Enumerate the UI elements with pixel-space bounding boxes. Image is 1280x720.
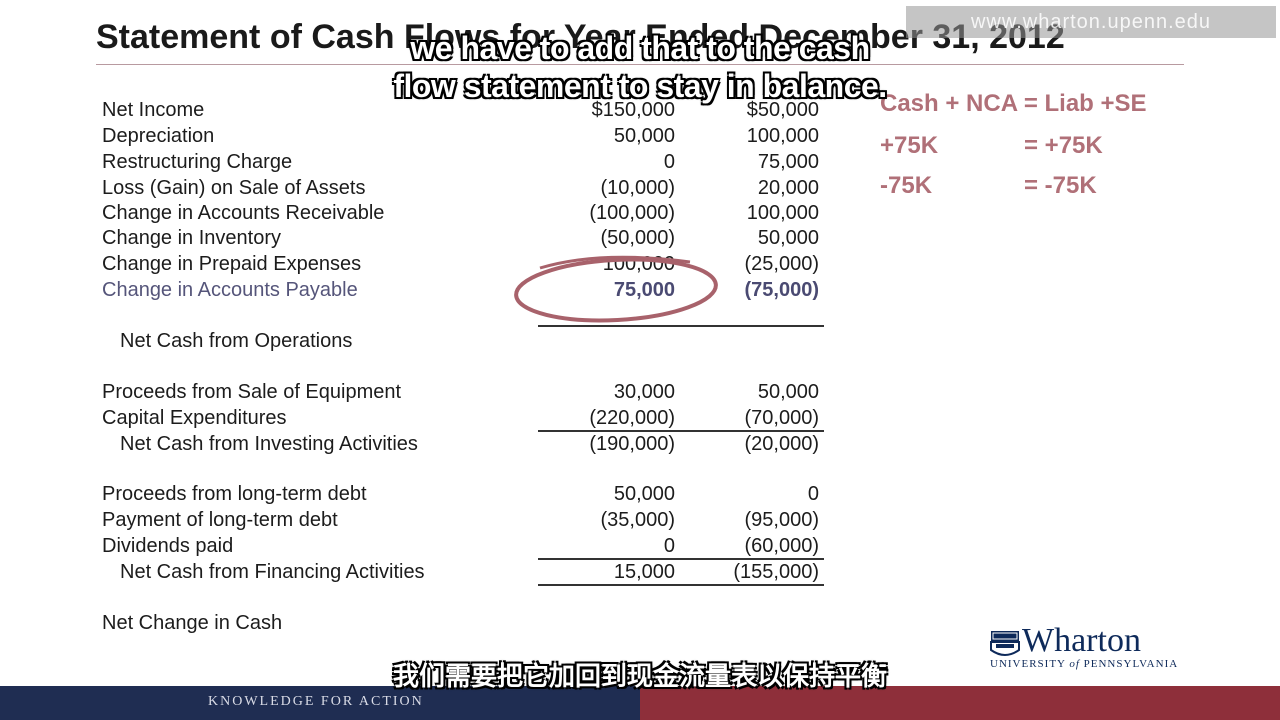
value-col1: 100,000 xyxy=(602,253,675,275)
value-col1: (50,000) xyxy=(600,227,676,249)
footer-bar: KNOWLEDGE FOR ACTION xyxy=(0,686,1280,720)
subtitle-english-line-2: flow statement to stay in balance. xyxy=(393,68,887,104)
row-label: Net Income xyxy=(102,99,205,121)
value-col2: (25,000) xyxy=(744,253,820,275)
value-col2: 0 xyxy=(807,483,819,505)
slide-title: Statement of Cash Flows for Year Ended D… xyxy=(96,18,1065,56)
row-label: Dividends paid xyxy=(102,535,234,557)
footer-navy-band xyxy=(0,686,640,720)
table-row: Net Change in Cash xyxy=(0,610,1280,636)
value-col2: (75,000) xyxy=(744,279,820,301)
equation-title: Cash + NCA = Liab +SE xyxy=(880,90,1147,117)
value-col2: 50,000 xyxy=(757,227,819,249)
row-label: Change in Inventory xyxy=(102,227,282,249)
row-label: Proceeds from long-term debt xyxy=(102,483,367,505)
subtitle-chinese: 我们需要把它加回到现金流量表以保持平衡 xyxy=(392,661,887,691)
equation-left-2: -75K xyxy=(880,172,933,199)
row-label: Payment of long-term debt xyxy=(102,509,338,531)
value-col2: (20,000) xyxy=(744,433,820,455)
table-row: Net Cash from Operations xyxy=(0,328,1280,354)
value-col1: 0 xyxy=(663,151,675,173)
value-col1: (10,000) xyxy=(600,177,676,199)
value-col1: (35,000) xyxy=(600,509,676,531)
table-row: Proceeds from long-term debt 50,000 0 xyxy=(0,481,1280,507)
row-label: Change in Accounts Receivable xyxy=(102,202,385,224)
value-col2: 100,000 xyxy=(746,202,819,224)
footer-tagline: KNOWLEDGE FOR ACTION xyxy=(208,694,424,709)
table-row: Change in Prepaid Expenses 100,000 (25,0… xyxy=(0,251,1280,277)
logo-wordmark: Wharton xyxy=(1022,622,1141,659)
value-col2: $50,000 xyxy=(746,99,819,121)
table-row: Net Cash from Financing Activities 15,00… xyxy=(0,559,1280,585)
value-col2: (95,000) xyxy=(744,509,820,531)
table-row: Payment of long-term debt (35,000) (95,0… xyxy=(0,507,1280,533)
value-col1: (220,000) xyxy=(589,407,675,429)
table-row: Depreciation 50,000 100,000 xyxy=(0,123,1280,149)
value-col2: (70,000) xyxy=(744,407,820,429)
wharton-logo: Wharton UNIVERSITY of PENNSYLVANIA xyxy=(986,622,1196,672)
value-col1: 15,000 xyxy=(613,561,675,583)
row-label: Net Change in Cash xyxy=(102,612,283,634)
table-row: Proceeds from Sale of Equipment 30,000 5… xyxy=(0,379,1280,405)
subtotal-rule xyxy=(538,325,824,327)
value-col1: 75,000 xyxy=(613,279,675,301)
value-col2: 20,000 xyxy=(757,177,819,199)
table-row: Loss (Gain) on Sale of Assets (10,000) 2… xyxy=(0,175,1280,201)
subtitle-english-line-1: we have to add that to the cash xyxy=(410,30,870,66)
value-col2: 100,000 xyxy=(746,125,819,147)
subtotal-rule xyxy=(538,430,824,432)
row-label: Restructuring Charge xyxy=(102,151,293,173)
row-label: Net Cash from Investing Activities xyxy=(120,433,418,455)
value-col1: 30,000 xyxy=(613,381,675,403)
watermark: www.wharton.upenn.edu xyxy=(906,6,1276,38)
table-row: Dividends paid 0 (60,000) xyxy=(0,533,1280,559)
row-label: Change in Accounts Payable xyxy=(102,279,358,301)
row-label: Capital Expenditures xyxy=(102,407,287,429)
row-label: Proceeds from Sale of Equipment xyxy=(102,381,402,403)
footer-crimson-band xyxy=(640,686,1280,720)
table-row-highlighted: Change in Accounts Payable 75,000 (75,00… xyxy=(0,277,1280,303)
row-label: Net Cash from Financing Activities xyxy=(120,561,425,583)
value-col1: 0 xyxy=(663,535,675,557)
value-col1: $150,000 xyxy=(591,99,675,121)
row-label: Loss (Gain) on Sale of Assets xyxy=(102,177,366,199)
logo-subtitle: UNIVERSITY of PENNSYLVANIA xyxy=(990,658,1179,670)
table-row: Change in Accounts Receivable (100,000) … xyxy=(0,200,1280,226)
value-col1: 50,000 xyxy=(613,125,675,147)
subtotal-rule xyxy=(538,558,824,560)
table-row: Restructuring Charge 0 75,000 xyxy=(0,149,1280,175)
title-divider xyxy=(96,64,1184,65)
equation-left-1: +75K xyxy=(880,132,939,159)
row-label: Change in Prepaid Expenses xyxy=(102,253,362,275)
value-col2: (155,000) xyxy=(733,561,819,583)
row-label: Depreciation xyxy=(102,125,215,147)
equation-right-2: = -75K xyxy=(1024,172,1097,199)
row-label: Net Cash from Operations xyxy=(120,330,353,352)
value-col1: (100,000) xyxy=(589,202,675,224)
shield-icon xyxy=(990,631,1020,656)
table-row: Change in Inventory (50,000) 50,000 xyxy=(0,225,1280,251)
table-row: Net Cash from Investing Activities (190,… xyxy=(0,431,1280,457)
value-col2: (60,000) xyxy=(744,535,820,557)
value-col1: (190,000) xyxy=(589,433,675,455)
total-rule xyxy=(538,584,824,586)
equation-right-1: = +75K xyxy=(1024,132,1103,159)
value-col1: 50,000 xyxy=(613,483,675,505)
table-row: Capital Expenditures (220,000) (70,000) xyxy=(0,405,1280,431)
value-col2: 50,000 xyxy=(757,381,819,403)
table-row: Net Income $150,000 $50,000 xyxy=(0,97,1280,123)
value-col2: 75,000 xyxy=(757,151,819,173)
